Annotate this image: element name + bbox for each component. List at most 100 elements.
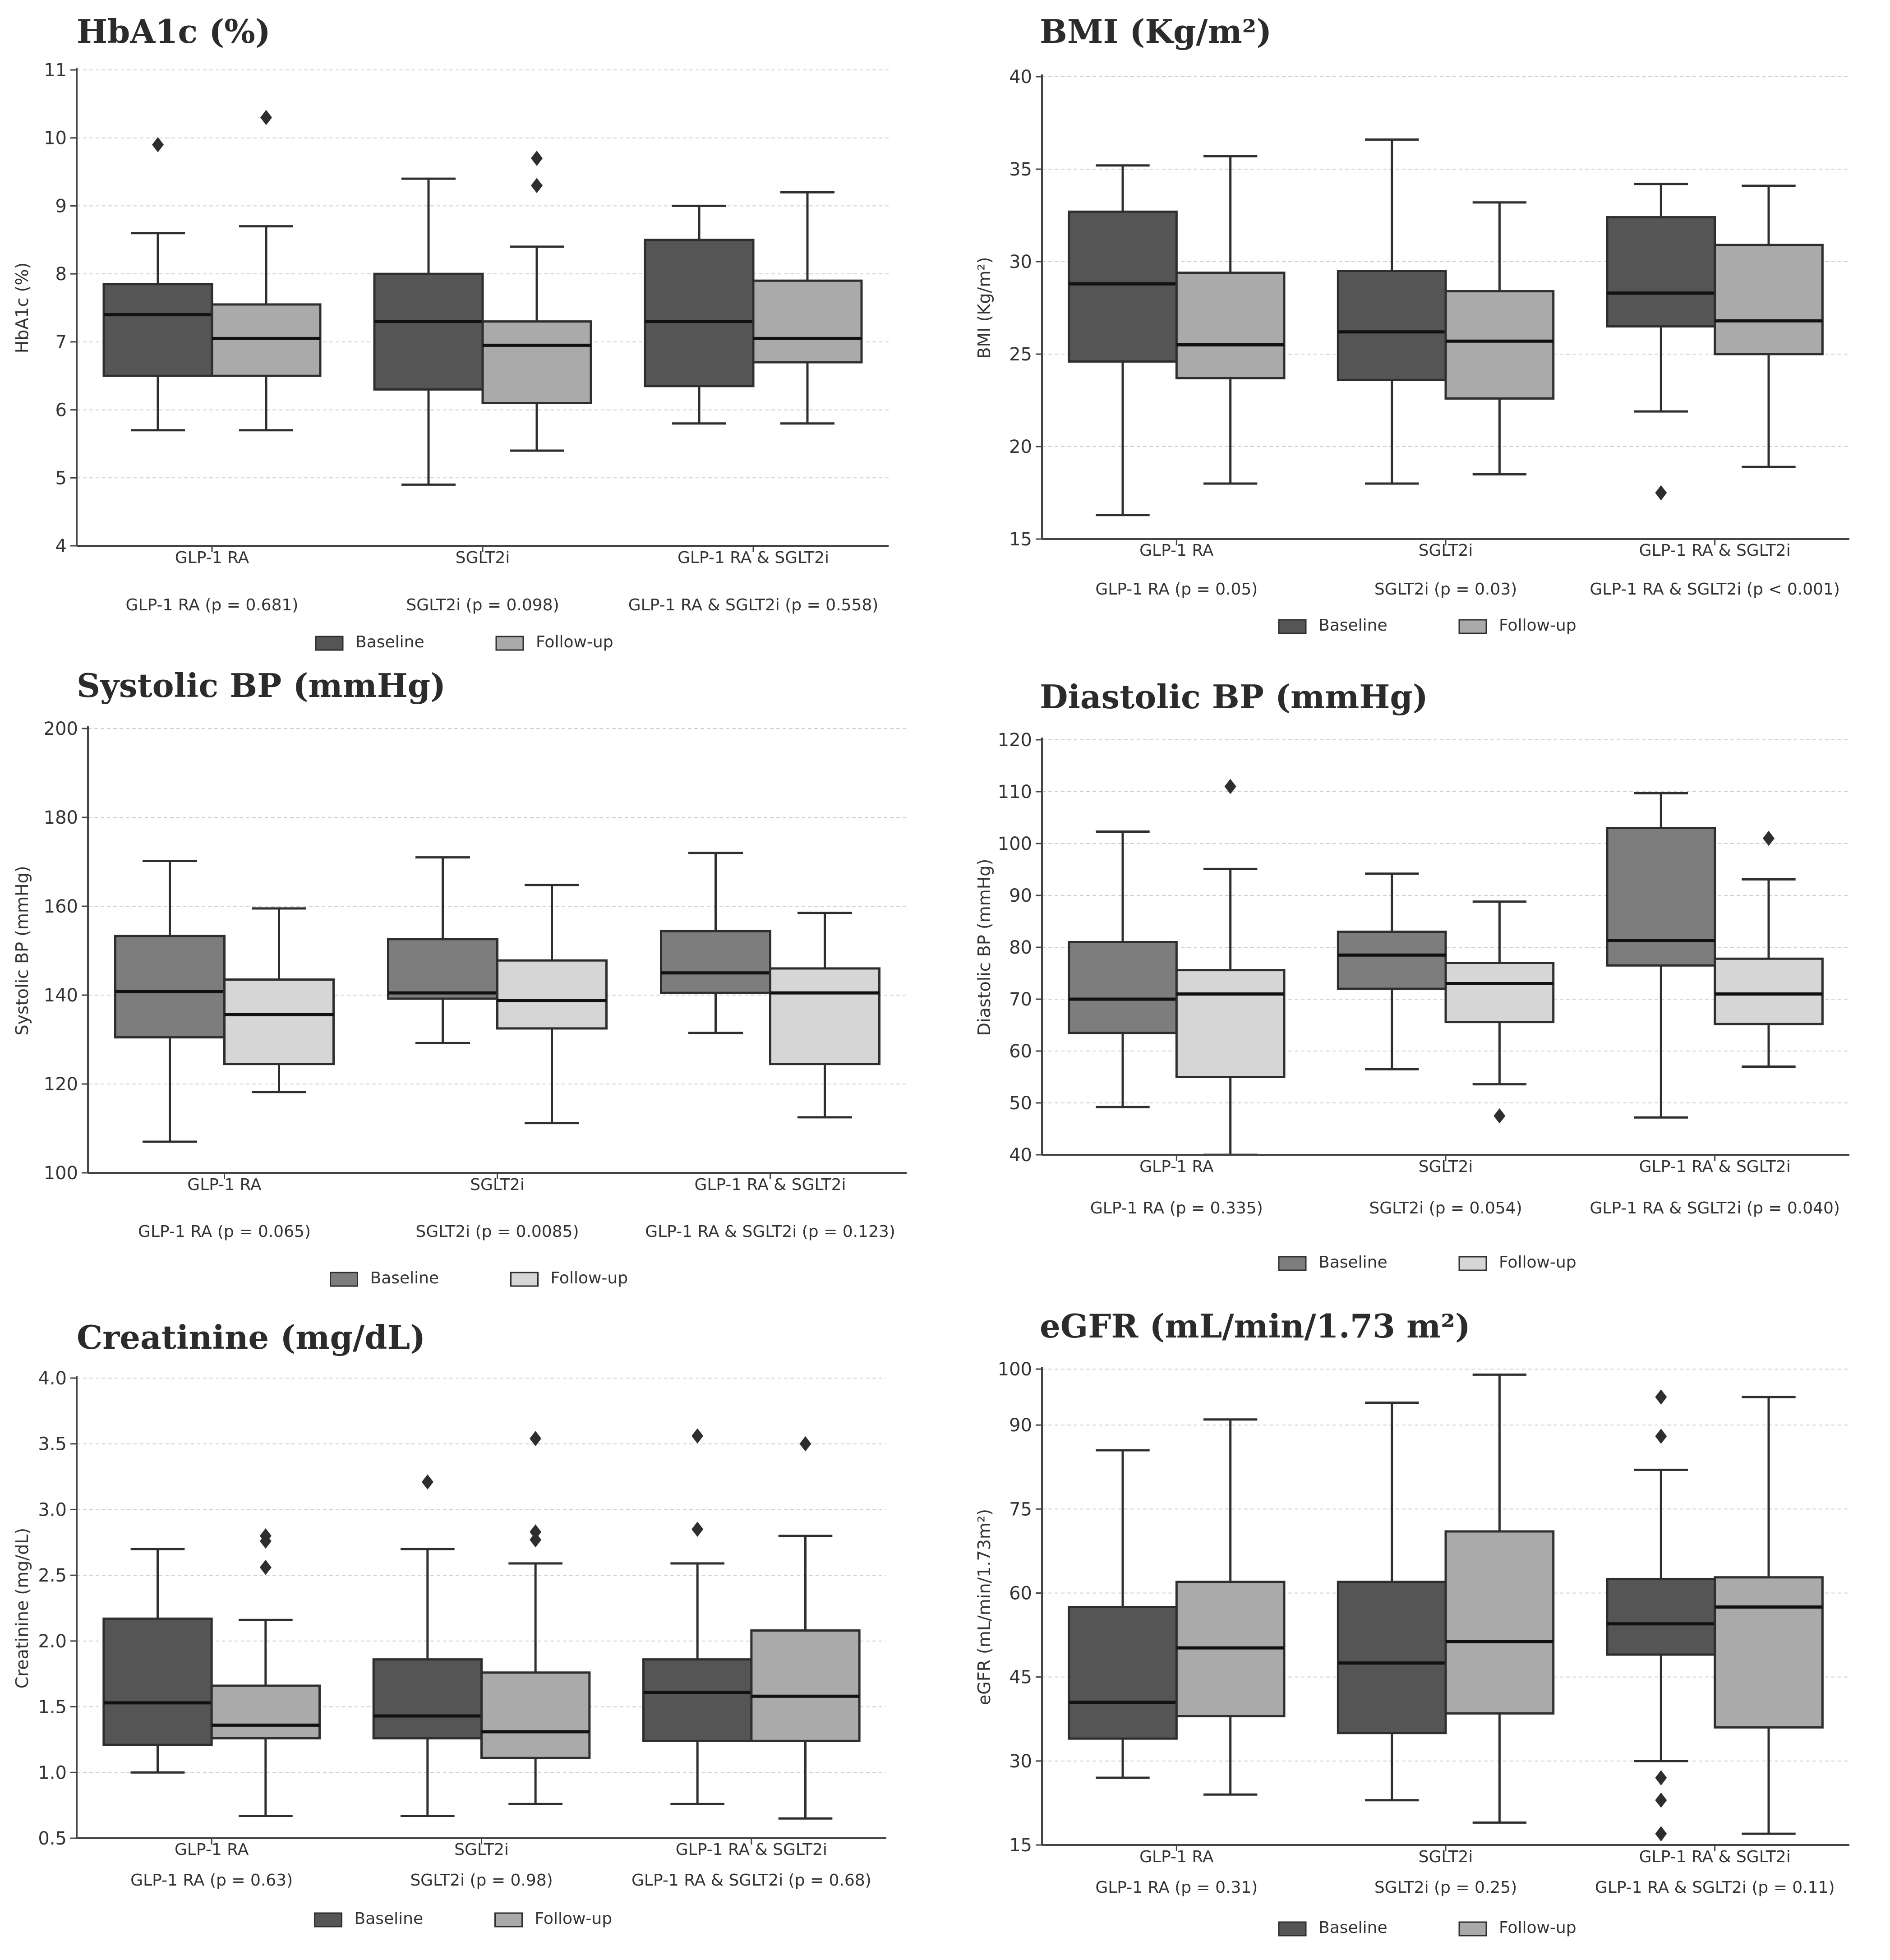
x-tick-label: SGLT2i	[1419, 541, 1473, 560]
y-tick-label: 1.5	[38, 1697, 67, 1718]
baseline-outlier-point	[152, 137, 164, 152]
y-tick-label: 160	[44, 896, 78, 917]
y-tick-label: 100	[998, 1359, 1032, 1380]
followup-outlier-point	[531, 151, 543, 166]
legend-swatch-baseline	[1278, 1256, 1307, 1271]
legend-swatch-baseline	[1278, 619, 1307, 634]
y-axis-label: eGFR (mL/min/1.73m²)	[974, 1509, 994, 1705]
y-tick-label: 1.0	[38, 1762, 67, 1783]
y-tick-label: 15	[1009, 1835, 1032, 1856]
p-value-annotation: GLP-1 RA (p = 0.31)	[1095, 1878, 1258, 1897]
baseline-box	[1606, 1577, 1716, 1656]
legend-label-baseline: Baseline	[370, 1269, 439, 1287]
p-value-annotation: SGLT2i (p = 0.098)	[406, 596, 559, 614]
y-axis-label: HbA1c (%)	[12, 263, 32, 354]
x-tick-label: GLP-1 RA	[1139, 541, 1214, 560]
legend-swatch-followup	[510, 1272, 539, 1287]
followup-box	[1175, 969, 1286, 1079]
x-tick-label: GLP-1 RA	[175, 549, 249, 567]
chart-panel-1: HbA1c (%) 4 5 6 7 8 9 10 11 HbA1c (%) GLP-1 RA GLP-…	[12, 12, 889, 651]
legend-label-followup: Follow-up	[1499, 1918, 1577, 1937]
followup-box	[481, 320, 592, 405]
baseline-box	[642, 1658, 753, 1742]
y-tick-label: 100	[44, 1163, 78, 1184]
x-tick-label: GLP-1 RA & SGLT2i	[678, 549, 829, 567]
legend-label-baseline: Baseline	[1318, 1253, 1388, 1272]
followup-box	[1444, 962, 1555, 1024]
legend-swatch-baseline	[1278, 1921, 1307, 1937]
baseline-outlier-point	[1655, 1389, 1667, 1405]
followup-box	[752, 279, 863, 364]
y-tick-label: 25	[1009, 344, 1032, 365]
legend-label-baseline: Baseline	[355, 1909, 424, 1928]
p-value-annotation: SGLT2i (p = 0.25)	[1374, 1878, 1517, 1897]
y-tick-label: 60	[1009, 1583, 1032, 1604]
y-tick-label: 40	[1009, 67, 1032, 88]
p-value-annotation: GLP-1 RA (p = 0.05)	[1095, 580, 1258, 599]
legend-swatch-baseline	[314, 1912, 342, 1928]
legend: Baseline Follow-up	[1278, 1253, 1577, 1272]
p-value-annotation: SGLT2i (p = 0.98)	[410, 1871, 553, 1890]
chart-panel-2: BMI (Kg/m²) 15 20 25 30 35 40 BMI (Kg/m²) GLP-1 …	[974, 12, 1849, 635]
baseline-box	[1337, 1581, 1447, 1734]
y-tick-label: 50	[1009, 1093, 1032, 1114]
y-tick-label: 70	[1009, 989, 1032, 1010]
y-tick-label: 45	[1009, 1667, 1032, 1688]
baseline-box	[114, 935, 226, 1039]
p-value-annotation: GLP-1 RA (p = 0.681)	[126, 596, 299, 614]
y-tick-label: 30	[1009, 1751, 1032, 1772]
chart-panel-5: Creatinine (mg/dL) 0.5 1.0 1.5 2.0 2.5 3.0 3.5 4…	[12, 1318, 886, 1928]
y-tick-label: 200	[44, 719, 78, 739]
chart-panel-6: eGFR (mL/min/1.73 m²) 15 30 45 60 75 90 100 eGFR…	[974, 1307, 1849, 1937]
y-tick-label: 120	[998, 730, 1032, 751]
y-tick-label: 90	[1009, 885, 1032, 906]
followup-box	[210, 1684, 321, 1740]
legend-label-baseline: Baseline	[1318, 1918, 1388, 1937]
x-tick-label: SGLT2i	[1419, 1158, 1473, 1176]
followup-box	[1444, 1530, 1555, 1715]
legend-label-baseline: Baseline	[355, 633, 424, 651]
baseline-box	[660, 930, 771, 994]
x-tick-label: GLP-1 RA & SGLT2i	[1639, 1158, 1791, 1176]
baseline-box	[1337, 931, 1447, 990]
y-tick-label: 15	[1009, 529, 1032, 550]
followup-box	[769, 967, 880, 1065]
legend-label-followup: Follow-up	[535, 1909, 613, 1928]
y-tick-label: 110	[998, 782, 1032, 802]
x-tick-label: GLP-1 RA	[187, 1176, 262, 1194]
legend: Baseline Follow-up	[314, 1909, 613, 1928]
y-tick-label: 6	[55, 400, 67, 421]
baseline-box	[1606, 827, 1716, 967]
followup-box	[1714, 244, 1824, 355]
x-tick-label: GLP-1 RA & SGLT2i	[694, 1176, 846, 1194]
p-value-annotation: GLP-1 RA & SGLT2i (p = 0.68)	[632, 1871, 871, 1890]
y-tick-label: 80	[1009, 937, 1032, 958]
p-value-annotation: GLP-1 RA (p = 0.065)	[138, 1222, 311, 1241]
y-tick-label: 5	[55, 468, 67, 489]
baseline-box	[644, 239, 755, 387]
y-tick-label: 11	[44, 60, 67, 81]
p-value-annotation: GLP-1 RA (p = 0.63)	[130, 1871, 293, 1890]
legend-swatch-followup	[1458, 619, 1487, 634]
y-tick-label: 60	[1009, 1041, 1032, 1062]
y-tick-label: 2.5	[38, 1565, 67, 1586]
legend-label-baseline: Baseline	[1318, 616, 1388, 635]
legend-label-followup: Follow-up	[1499, 1253, 1577, 1272]
y-tick-label: 4	[55, 536, 67, 557]
followup-outlier-point	[1494, 1108, 1506, 1124]
followup-box	[211, 303, 322, 377]
followup-box	[480, 1671, 591, 1759]
x-tick-label: GLP-1 RA & SGLT2i	[1639, 541, 1791, 560]
y-tick-label: 3.0	[38, 1499, 67, 1520]
legend-swatch-followup	[1458, 1256, 1487, 1271]
legend-label-followup: Follow-up	[1499, 616, 1577, 635]
x-tick-label: GLP-1 RA & SGLT2i	[676, 1840, 827, 1859]
y-axis-label: Diastolic BP (mmHg)	[974, 859, 994, 1036]
baseline-outlier-point	[1655, 1770, 1667, 1785]
followup-box	[1175, 272, 1286, 379]
p-value-annotation: SGLT2i (p = 0.03)	[1374, 580, 1517, 599]
x-tick-label: GLP-1 RA	[1139, 1158, 1214, 1176]
baseline-outlier-point	[1655, 1792, 1667, 1808]
chart-title: Systolic BP (mmHg)	[77, 666, 446, 705]
x-tick-label: SGLT2i	[456, 549, 510, 567]
